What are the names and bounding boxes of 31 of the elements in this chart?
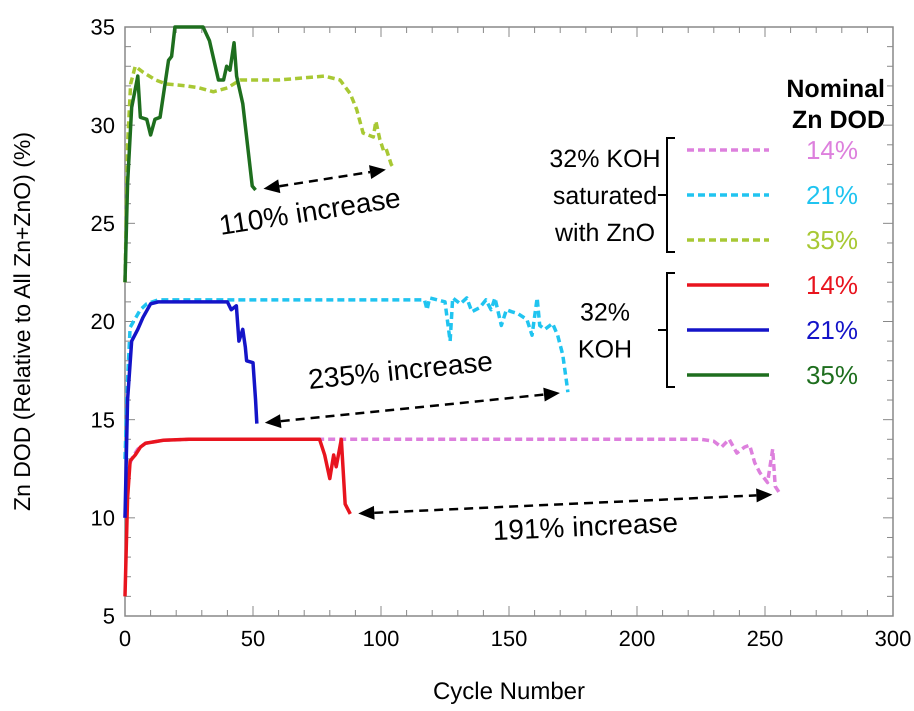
line-series — [123, 438, 352, 598]
legend-label: 14% — [806, 135, 858, 166]
y-tick-label: 20 — [90, 309, 115, 334]
x-tick-label: 250 — [746, 626, 784, 651]
y-tick-label: 25 — [90, 211, 115, 236]
x-tick-label: 300 — [874, 626, 912, 651]
y-axis-title: Zn DOD (Relative to All Zn+ZnO) (%) — [9, 132, 35, 511]
x-tick-label: 150 — [490, 626, 528, 651]
y-tick-label: 35 — [90, 14, 115, 40]
y-tick-label: 30 — [90, 112, 115, 138]
legend-label: 21% — [806, 315, 858, 346]
annotation: 110% increase — [216, 182, 403, 241]
y-tick-label: 10 — [90, 506, 115, 531]
legend-label: 35% — [806, 360, 858, 390]
x-tick-label: 200 — [618, 626, 656, 651]
annotation: 32% KOH saturated with ZnO — [549, 144, 661, 247]
annotation: 191% increase — [492, 506, 679, 546]
y-tick-label: 5 — [102, 604, 115, 629]
annotation: 235% increase — [306, 345, 494, 395]
x-tick-label: 0 — [118, 626, 132, 651]
line-series — [123, 300, 259, 520]
x-axis-title: Cycle Number — [432, 678, 586, 705]
annotation: 32% KOH — [578, 298, 632, 364]
legend-label: 35% — [806, 225, 858, 256]
line-series — [123, 296, 570, 461]
x-tick-label: 100 — [362, 626, 400, 651]
y-tick-label: 15 — [90, 407, 115, 432]
legend-title: Nominal Zn DOD — [786, 75, 885, 134]
x-tick-label: 50 — [240, 626, 266, 651]
legend-label: 14% — [806, 270, 858, 300]
legend-label: 21% — [806, 180, 858, 210]
